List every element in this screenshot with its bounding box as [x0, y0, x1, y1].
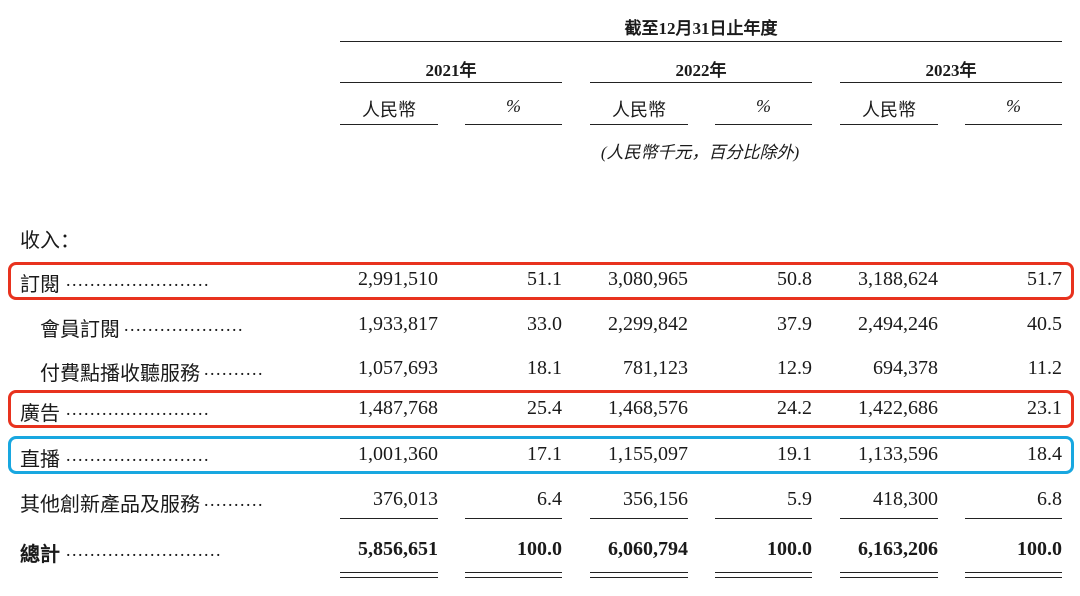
year-2022-rule [590, 82, 812, 83]
row-leader: ........................ [66, 270, 210, 290]
sub-rule [965, 124, 1062, 125]
total-double-rule [590, 577, 688, 578]
year-2023: 2023年 [925, 61, 977, 80]
row-label: 廣告 [20, 403, 60, 425]
value-2021: 1,933,817 [358, 313, 438, 335]
row-leader: .................... [124, 315, 244, 335]
total-double-rule [840, 577, 938, 578]
percent-2021: % [506, 96, 521, 116]
year-2022: 2022年 [675, 61, 727, 80]
pct-2023: 40.5 [1027, 313, 1062, 335]
row-label: 其他創新產品及服務 [20, 494, 200, 516]
total-double-rule [590, 572, 688, 573]
value-2023: 694,378 [873, 357, 938, 379]
value-2022: 356,156 [623, 488, 688, 510]
pct-2022: 37.9 [777, 313, 812, 335]
sub-rule [715, 124, 812, 125]
year-2021: 2021年 [425, 61, 477, 80]
subtotal-rule [465, 518, 562, 519]
value-2021: 2,991,510 [358, 268, 438, 290]
row-leader: ........................ [66, 399, 210, 419]
total-pct-2023: 100.0 [1017, 538, 1062, 560]
pct-2023: 51.7 [1027, 268, 1062, 290]
row-leader: ........................ [66, 445, 210, 465]
total-double-rule [715, 572, 812, 573]
currency-2022: 人民幣 [612, 100, 666, 120]
year-2021-rule [340, 82, 562, 83]
row-label: 直播 [20, 449, 60, 471]
period-title: 截至12月31日止年度 [624, 19, 778, 38]
value-2023: 3,188,624 [858, 268, 938, 290]
row-leader: .......... [204, 359, 264, 379]
total-double-rule [340, 577, 438, 578]
total-pct-2022: 100.0 [767, 538, 812, 560]
pct-2021: 25.4 [527, 397, 562, 419]
period-rule [340, 41, 1062, 42]
pct-2021: 33.0 [527, 313, 562, 335]
percent-2023: % [1006, 96, 1021, 116]
sub-rule [340, 124, 438, 125]
subtotal-rule [340, 518, 438, 519]
pct-2021: 6.4 [537, 488, 562, 510]
total-leader: .......................... [66, 540, 222, 560]
highlight-advertising [8, 390, 1074, 428]
value-2022: 1,468,576 [608, 397, 688, 419]
unit-note: (人民幣千元，百分比除外) [600, 143, 800, 162]
value-2021: 1,487,768 [358, 397, 438, 419]
value-2023: 2,494,246 [858, 313, 938, 335]
sub-rule [840, 124, 938, 125]
pct-2023: 23.1 [1027, 397, 1062, 419]
currency-2023: 人民幣 [862, 100, 916, 120]
sub-rule [465, 124, 562, 125]
value-2022: 1,155,097 [608, 443, 688, 465]
value-2021: 1,001,360 [358, 443, 438, 465]
total-2021: 5,856,651 [358, 538, 438, 560]
pct-2021: 51.1 [527, 268, 562, 290]
subtotal-rule [965, 518, 1062, 519]
total-double-rule [965, 572, 1062, 573]
total-2022: 6,060,794 [608, 538, 688, 560]
pct-2023: 11.2 [1027, 357, 1062, 379]
pct-2022: 19.1 [777, 443, 812, 465]
highlight-live-streaming [8, 436, 1074, 474]
value-2022: 2,299,842 [608, 313, 688, 335]
value-2023: 418,300 [873, 488, 938, 510]
value-2023: 1,422,686 [858, 397, 938, 419]
total-2023: 6,163,206 [858, 538, 938, 560]
subtotal-rule [715, 518, 812, 519]
pct-2021: 18.1 [527, 357, 562, 379]
pct-2021: 17.1 [527, 443, 562, 465]
pct-2023: 6.8 [1037, 488, 1062, 510]
value-2021: 376,013 [373, 488, 438, 510]
total-double-rule [715, 577, 812, 578]
value-2022: 781,123 [623, 357, 688, 379]
sub-rule [590, 124, 688, 125]
section-title: 收入： [20, 230, 80, 252]
total-pct-2021: 100.0 [517, 538, 562, 560]
row-label: 訂閱 [20, 274, 60, 296]
pct-2022: 50.8 [777, 268, 812, 290]
total-label: 總計 [20, 544, 60, 566]
pct-2022: 24.2 [777, 397, 812, 419]
row-leader: .......... [204, 490, 264, 510]
row-label: 付費點播收聽服務 [40, 363, 200, 385]
total-double-rule [465, 572, 562, 573]
value-2023: 1,133,596 [858, 443, 938, 465]
total-double-rule [840, 572, 938, 573]
year-2023-rule [840, 82, 1062, 83]
value-2022: 3,080,965 [608, 268, 688, 290]
subtotal-rule [590, 518, 688, 519]
currency-2021: 人民幣 [362, 100, 416, 120]
highlight-subscription [8, 262, 1074, 300]
row-label: 會員訂閱 [40, 319, 120, 341]
value-2021: 1,057,693 [358, 357, 438, 379]
total-double-rule [465, 577, 562, 578]
percent-2022: % [756, 96, 771, 116]
pct-2022: 5.9 [787, 488, 812, 510]
pct-2022: 12.9 [777, 357, 812, 379]
total-double-rule [340, 572, 438, 573]
pct-2023: 18.4 [1027, 443, 1062, 465]
total-double-rule [965, 577, 1062, 578]
subtotal-rule [840, 518, 938, 519]
